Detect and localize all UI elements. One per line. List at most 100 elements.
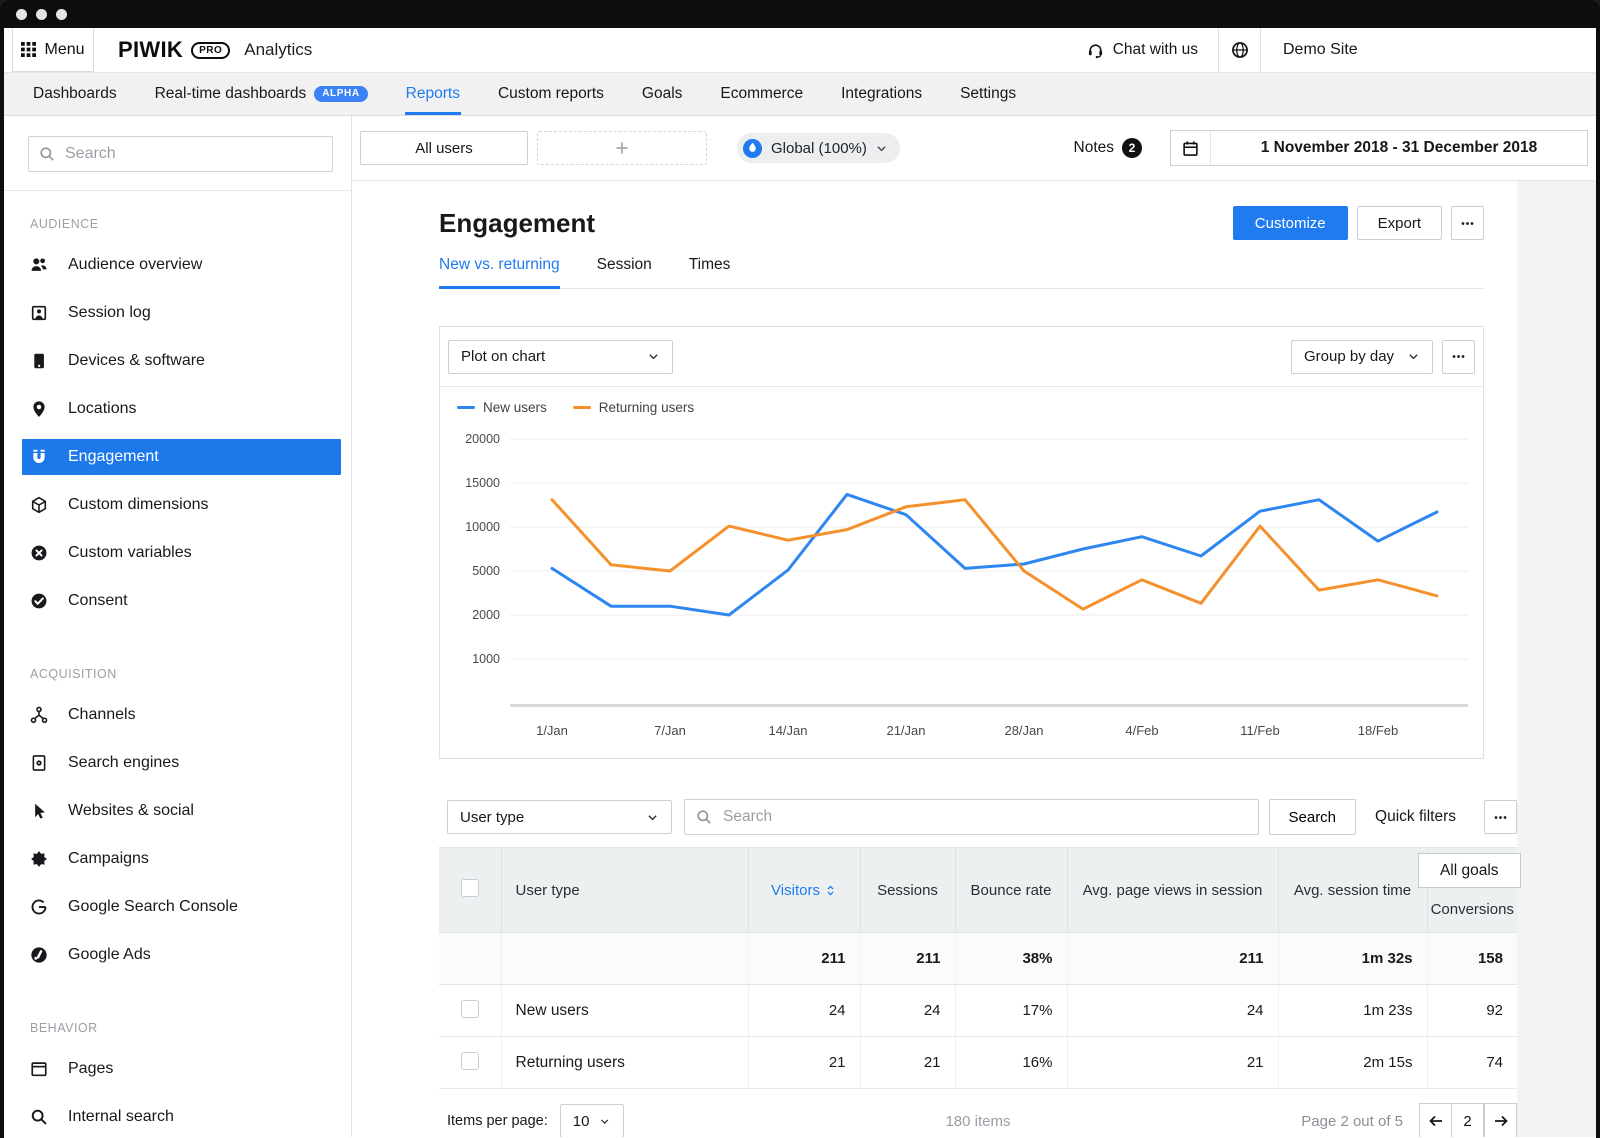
export-button[interactable]: Export [1357,206,1442,240]
row-visitors: 24 [748,985,860,1037]
sidebar-search-input[interactable] [63,144,332,164]
alpha-badge: ALPHA [314,86,367,102]
chart-more-options-button[interactable] [1442,340,1475,374]
items-per-page-label: Items per page: [447,1113,548,1129]
sidebar-item[interactable]: Audience overview [4,247,351,291]
goal-selector[interactable]: All goals [1418,853,1522,888]
window-control-dot[interactable] [56,9,67,20]
quick-filters-button[interactable]: Quick filters [1375,808,1456,826]
more-options-button[interactable] [1451,206,1484,240]
sidebar-search[interactable] [28,136,333,172]
dimension-select[interactable]: User type [447,800,672,834]
sidebar-item[interactable]: Google Search Console [4,889,351,933]
report-sidebar: AUDIENCE Audience overview Session log [4,116,352,1137]
column-header-bounce-rate[interactable]: Bounce rate [955,848,1067,933]
sidebar-item[interactable]: Custom dimensions [4,487,351,531]
column-header-avg-page-views[interactable]: Avg. page views in session [1067,848,1278,933]
app-frame: Menu PIWIK PRO Analytics Chat with us De… [4,28,1596,1138]
sampling-selector[interactable]: Global (100%) [737,133,900,163]
google-search-console-icon [30,898,48,916]
page-number-input[interactable] [1451,1103,1484,1137]
nav-tab[interactable]: Settings [941,73,1035,115]
nav-tab[interactable]: Integrations [822,73,941,115]
report-tab[interactable]: Session [597,256,652,289]
nav-tab[interactable]: Ecommerce [701,73,822,115]
conversions-label[interactable]: Conversions [1428,901,1518,918]
previous-page-button[interactable] [1419,1103,1452,1137]
sidebar-item[interactable]: Search engines [4,745,351,789]
table-row: New users 24 24 17% 24 1m 23s 92 [439,985,1517,1037]
legend-swatch [573,406,591,409]
table-search-input[interactable] [721,807,1258,827]
sidebar-item[interactable]: Google Ads [4,937,351,981]
nav-tab[interactable]: Dashboards [14,73,136,115]
nav-tab[interactable]: Custom reports [479,73,623,115]
svg-text:28/Jan: 28/Jan [1004,723,1043,738]
channels-icon [30,706,48,724]
search-icon [39,146,55,162]
row-checkbox[interactable] [461,1052,479,1070]
table-more-options-button[interactable] [1484,800,1517,834]
window-control-dot[interactable] [36,9,47,20]
row-conversions: 92 [1427,985,1517,1037]
next-page-button[interactable] [1484,1103,1517,1137]
row-sessions: 21 [860,1037,955,1089]
column-header-visitors[interactable]: Visitors [748,848,860,933]
ellipsis-icon [1451,349,1466,364]
search-button[interactable]: Search [1269,799,1357,835]
report-tab[interactable]: Times [689,256,731,289]
row-visitors: 21 [748,1037,860,1089]
sidebar-item[interactable]: Internal search [4,1099,351,1137]
items-per-page-select[interactable]: 10 [560,1104,624,1137]
notes-button[interactable]: Notes 2 [1074,138,1143,158]
menu-grid-icon [21,42,36,57]
row-checkbox[interactable] [461,1000,479,1018]
menu-button[interactable]: Menu [12,28,94,72]
summary-visitors: 211 [748,933,860,985]
group-by-select[interactable]: Group by day [1291,340,1433,374]
site-selector[interactable]: Demo Site [1218,28,1596,72]
column-header-sessions[interactable]: Sessions [860,848,955,933]
sidebar-item[interactable]: Locations [4,391,351,435]
table-search[interactable] [684,799,1259,835]
select-all-checkbox[interactable] [461,879,479,897]
sidebar-item[interactable]: Session log [4,295,351,339]
sidebar-item[interactable]: Campaigns [4,841,351,885]
behavior-items: Pages Internal search [4,1051,351,1137]
nav-tab[interactable]: Goals [623,73,702,115]
sidebar-item[interactable]: Websites & social [4,793,351,837]
row-sessions: 24 [860,985,955,1037]
chat-with-us-button[interactable]: Chat with us [1087,28,1198,72]
svg-text:20000: 20000 [465,432,500,446]
section-title-acquisition: ACQUISITION [30,667,351,681]
sidebar-item[interactable]: Custom variables [4,535,351,579]
plot-on-chart-select[interactable]: Plot on chart [448,340,673,374]
sidebar-item[interactable]: Channels [4,697,351,741]
ellipsis-icon [1493,810,1508,825]
chart-legend: New users Returning users [440,387,1483,415]
chevron-down-icon [599,1115,610,1128]
row-label: Returning users [501,1037,748,1089]
add-segment-button[interactable] [537,131,707,165]
sidebar-item[interactable]: Consent [4,583,351,627]
segment-all-users[interactable]: All users [360,131,528,165]
customize-button[interactable]: Customize [1233,206,1348,240]
sidebar-item[interactable]: Pages [4,1051,351,1095]
nav-tab[interactable]: Reports [387,73,479,115]
chat-label: Chat with us [1113,41,1198,59]
svg-text:21/Jan: 21/Jan [886,723,925,738]
page-title: Engagement [439,208,1233,239]
window-control-dot[interactable] [16,9,27,20]
app-header: Menu PIWIK PRO Analytics Chat with us De… [4,28,1596,73]
report-tab[interactable]: New vs. returning [439,256,560,289]
summary-avg-views: 211 [1067,933,1278,985]
column-header-avg-session-time[interactable]: Avg. session time [1278,848,1427,933]
sampling-label: Global (100%) [771,140,867,157]
summary-sessions: 211 [860,933,955,985]
date-range-picker[interactable]: 1 November 2018 - 31 December 2018 [1170,130,1588,166]
column-header-user-type[interactable]: User type [501,848,748,933]
nav-tab[interactable]: Real-time dashboards ALPHA [136,73,387,115]
sidebar-item[interactable]: Engagement [4,439,351,483]
arrow-right-icon [1493,1113,1509,1129]
sidebar-item[interactable]: Devices & software [4,343,351,387]
